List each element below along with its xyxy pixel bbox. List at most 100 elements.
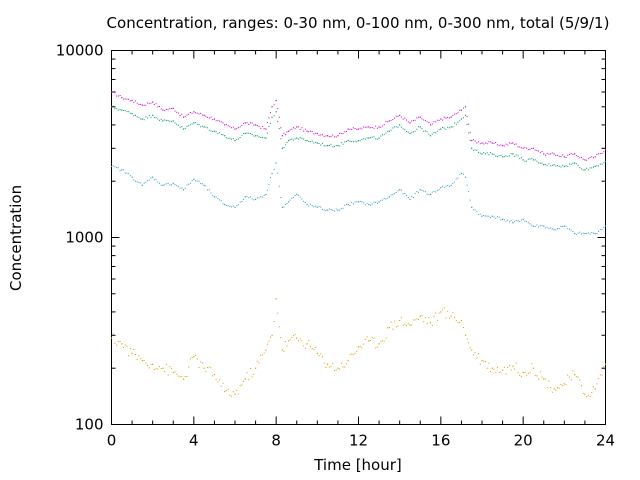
data-dot: [136, 116, 138, 118]
data-dot: [560, 225, 562, 227]
data-dot: [416, 191, 418, 193]
data-dot: [297, 340, 299, 342]
data-dot: [315, 132, 317, 134]
data-dot: [478, 151, 480, 153]
data-dot: [520, 157, 522, 159]
data-dot: [380, 126, 382, 128]
data-dot: [243, 381, 245, 383]
data-point: [460, 172, 463, 175]
data-dot: [318, 205, 320, 207]
data-point: [141, 118, 143, 120]
data-dot: [133, 115, 135, 117]
data-dot: [114, 92, 116, 94]
data-dot: [311, 348, 313, 350]
data-dot: [526, 160, 528, 162]
data-dot: [469, 347, 471, 349]
data-dot: [186, 184, 188, 186]
data-dot: [340, 132, 342, 134]
data-dot: [459, 174, 461, 176]
data-dot: [364, 138, 366, 140]
data-dot: [195, 354, 197, 356]
data-dot: [330, 209, 332, 211]
data-dot: [169, 184, 171, 186]
data-dot: [114, 107, 116, 109]
data-dot: [529, 158, 531, 160]
data-dot: [498, 155, 500, 157]
data-dot: [135, 114, 137, 116]
data-point: [512, 365, 514, 367]
data-dot: [567, 374, 569, 376]
data-point: [450, 126, 452, 128]
data-dot: [466, 184, 468, 186]
data-dot: [407, 131, 409, 133]
data-dot: [426, 193, 428, 195]
data-dot: [541, 162, 543, 164]
data-dot: [181, 187, 183, 189]
data-dot: [556, 387, 558, 389]
data-dot: [289, 199, 291, 201]
data-point: [440, 118, 442, 120]
data-dot: [560, 384, 562, 386]
data-dot: [225, 124, 227, 126]
data-point: [271, 334, 273, 336]
data-dot: [277, 172, 279, 174]
data-dot: [529, 223, 531, 225]
data-dot: [270, 336, 272, 338]
data-dot: [551, 164, 553, 166]
x-tick-label: 24: [596, 432, 615, 450]
data-point: [182, 128, 185, 130]
data-dot: [167, 374, 169, 376]
data-dot: [443, 127, 445, 129]
data-dot: [428, 122, 430, 124]
data-dot: [333, 370, 335, 372]
data-dot: [188, 183, 190, 185]
data-dot: [390, 129, 392, 131]
data-dot: [210, 192, 212, 194]
data-point: [450, 116, 452, 118]
data-dot: [580, 168, 582, 170]
data-dot: [248, 123, 250, 125]
data-dot: [455, 123, 457, 125]
x-tick-label: 4: [189, 432, 199, 450]
data-dot: [181, 376, 183, 378]
data-dot: [332, 209, 334, 211]
data-dot: [164, 110, 166, 112]
data-point: [182, 116, 185, 118]
data-dot: [411, 324, 413, 326]
data-dot: [423, 119, 425, 121]
data-dot: [567, 154, 569, 156]
data-dot: [207, 189, 209, 191]
data-dot: [488, 362, 490, 364]
data-dot: [462, 173, 464, 175]
data-dot: [568, 163, 570, 165]
data-dot: [371, 127, 373, 129]
data-dot: [558, 155, 560, 157]
data-point: [152, 101, 154, 103]
data-dot: [483, 360, 485, 362]
data-dot: [515, 143, 517, 145]
data-dot: [169, 120, 171, 122]
data-dot: [165, 183, 167, 185]
data-dot: [412, 319, 414, 321]
data-dot: [577, 155, 579, 157]
data-dot: [603, 226, 605, 228]
data-dot: [390, 194, 392, 196]
data-dot: [227, 138, 229, 140]
data-dot: [436, 189, 438, 191]
data-dot: [407, 323, 409, 325]
data-dot: [191, 112, 193, 114]
data-dot: [495, 372, 497, 374]
data-dot: [447, 310, 449, 312]
data-dot: [514, 221, 516, 223]
data-dot: [534, 225, 536, 227]
data-dot: [292, 127, 294, 129]
data-dot: [555, 165, 557, 167]
data-dot: [148, 103, 150, 105]
data-point: [522, 371, 524, 373]
data-dot: [568, 228, 570, 230]
data-dot: [431, 123, 433, 125]
data-point: [287, 340, 290, 342]
data-dot: [123, 110, 125, 112]
data-dot: [129, 100, 131, 102]
data-dot: [119, 109, 121, 111]
